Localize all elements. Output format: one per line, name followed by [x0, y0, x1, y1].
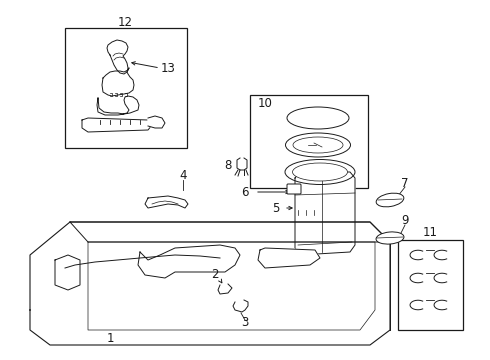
Polygon shape [258, 248, 320, 268]
Text: 3: 3 [241, 316, 249, 329]
Text: 6: 6 [241, 185, 249, 198]
Polygon shape [295, 172, 355, 255]
Polygon shape [82, 118, 152, 132]
Text: 9: 9 [401, 213, 409, 226]
Ellipse shape [285, 159, 355, 185]
Ellipse shape [376, 193, 404, 207]
Polygon shape [138, 245, 240, 278]
Ellipse shape [376, 232, 404, 244]
Polygon shape [218, 284, 232, 294]
Ellipse shape [286, 133, 350, 157]
Polygon shape [233, 300, 248, 312]
Ellipse shape [293, 137, 343, 153]
Text: 7: 7 [401, 176, 409, 189]
Polygon shape [237, 158, 247, 170]
Ellipse shape [287, 107, 349, 129]
Text: 2: 2 [211, 269, 219, 282]
Polygon shape [55, 255, 80, 290]
Text: 8: 8 [224, 158, 232, 171]
Text: 12: 12 [118, 15, 132, 28]
Bar [398, 240, 463, 330]
Bar [250, 95, 368, 188]
Text: 4: 4 [179, 168, 187, 181]
Polygon shape [148, 116, 165, 128]
Text: 11: 11 [422, 225, 438, 239]
Bar [65, 28, 187, 148]
FancyBboxPatch shape [287, 184, 301, 194]
Text: 5: 5 [272, 202, 280, 215]
Polygon shape [30, 222, 390, 345]
Text: 1: 1 [106, 332, 114, 345]
Text: 13: 13 [161, 62, 175, 75]
Polygon shape [145, 196, 188, 208]
Ellipse shape [293, 163, 347, 181]
Text: 10: 10 [258, 96, 272, 109]
